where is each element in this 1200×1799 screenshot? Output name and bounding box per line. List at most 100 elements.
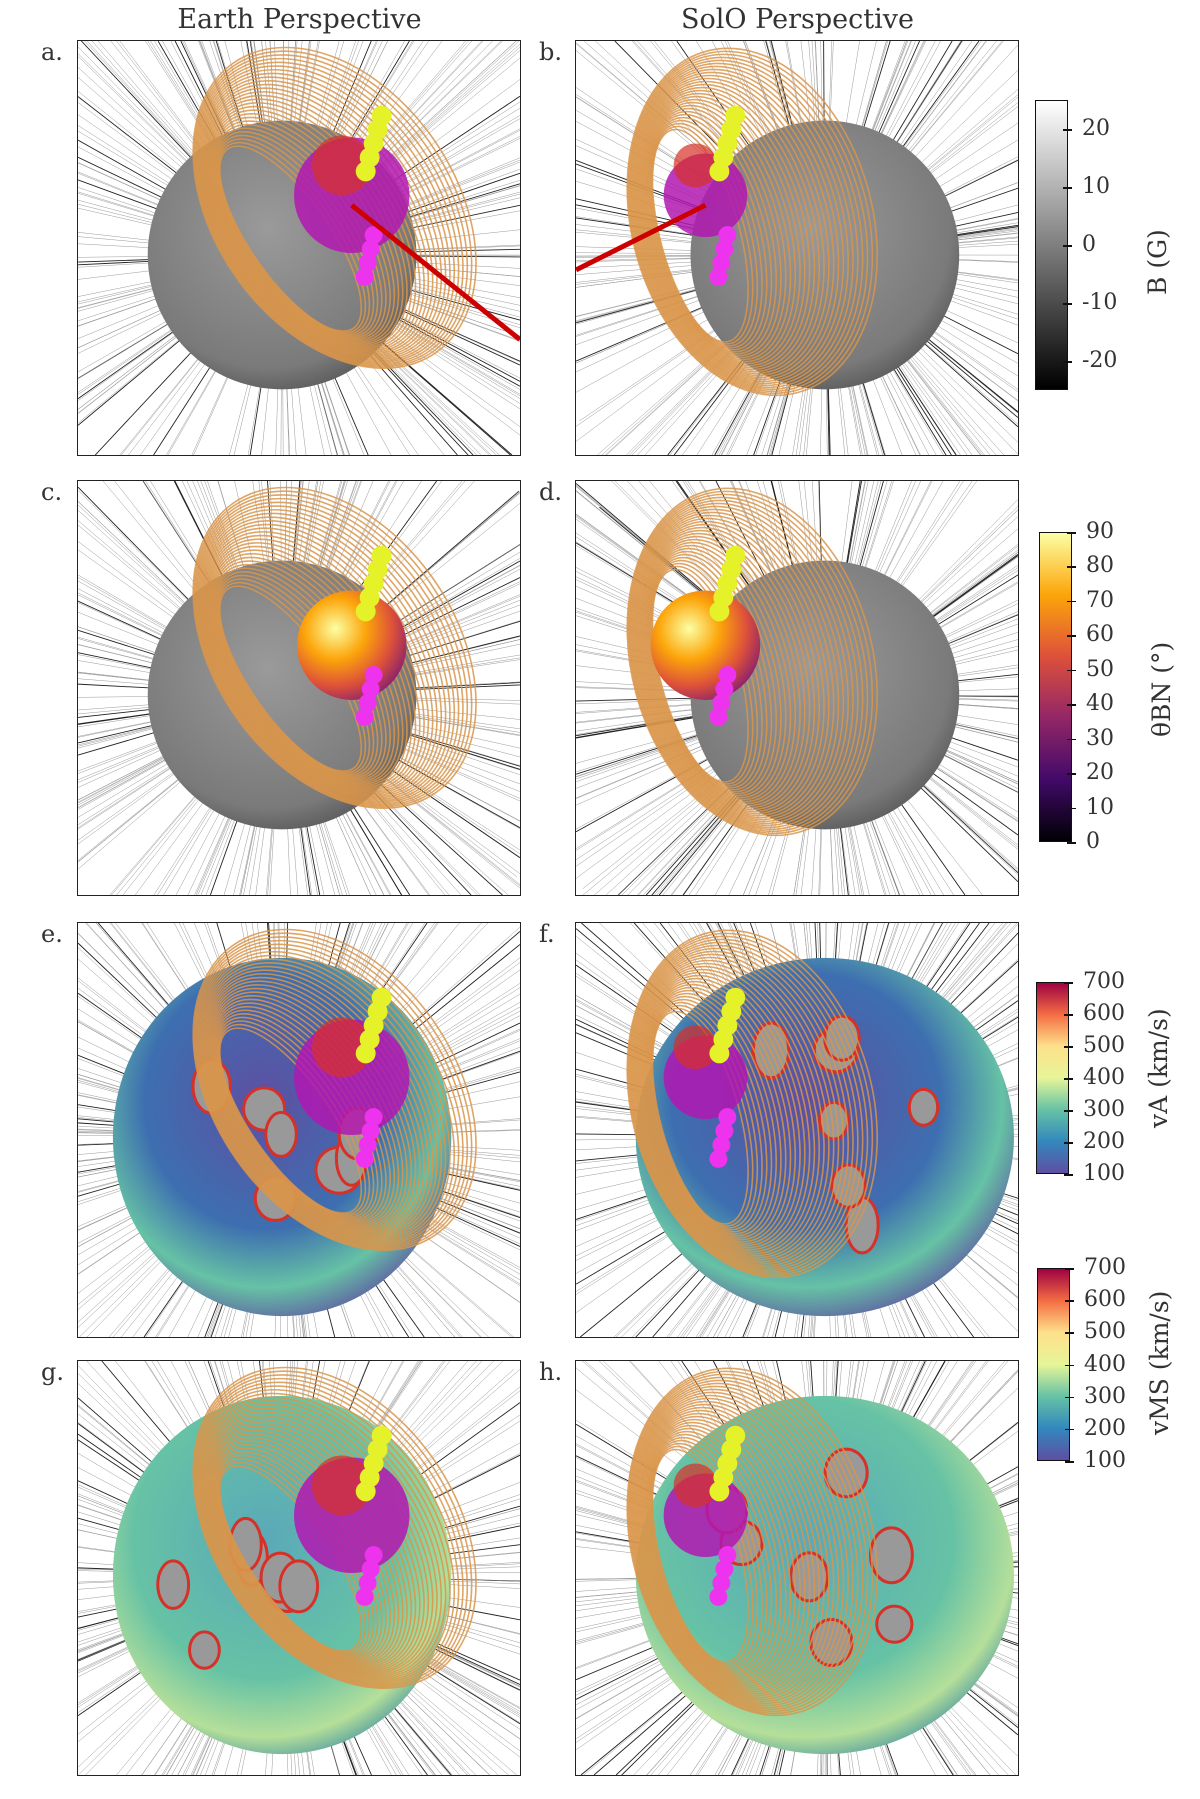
masked-region <box>907 1087 940 1127</box>
colorbar-tick-mark <box>1065 1300 1074 1302</box>
particle-marker <box>355 1043 376 1064</box>
colorbar-tick-mark <box>1064 982 1073 984</box>
particle-marker <box>715 1560 734 1578</box>
coronal-loops <box>626 1367 878 1717</box>
colorbar-tick-label: 400 <box>1083 1065 1125 1090</box>
colorbar-tick-mark <box>1067 807 1076 810</box>
colorbar-tick-label: 100 <box>1083 1161 1125 1186</box>
panel-b <box>575 40 1019 456</box>
colorbar-tick-mark <box>1065 1268 1074 1270</box>
colorbar-tick-mark <box>1063 129 1072 131</box>
colorbar-tick-mark <box>1064 1110 1073 1112</box>
panel-visualization <box>576 41 1018 455</box>
shock-front <box>297 590 407 700</box>
particle-marker <box>355 601 376 622</box>
colorbar-tick-label: -20 <box>1082 348 1118 373</box>
particle-marker <box>709 707 728 726</box>
colorbar-tick-mark <box>1067 773 1076 775</box>
particle-marker <box>361 1560 380 1578</box>
particle-marker <box>709 601 730 622</box>
colorbar-tick-mark <box>1067 532 1076 534</box>
particle-marker <box>364 666 383 685</box>
colorbar-tick-mark <box>1067 738 1076 741</box>
panel-label: b. <box>539 38 562 66</box>
colorbar-tick-label: 40 <box>1086 691 1114 717</box>
colorbar-tick-label: 10 <box>1082 174 1110 199</box>
colorbar-tick-label: 50 <box>1086 656 1114 682</box>
colorbar-tick-label: 600 <box>1083 1001 1125 1026</box>
colorbar-tick-label: 700 <box>1084 1255 1126 1280</box>
panel-visualization <box>576 481 1018 895</box>
flux-rope-core <box>673 1025 718 1070</box>
particle-marker <box>358 693 377 712</box>
particle-marker <box>718 666 737 685</box>
colorbar-label: B (G) <box>1143 229 1172 295</box>
column-title-solo: SolO Perspective <box>681 4 914 35</box>
particle-marker <box>718 226 737 245</box>
colorbar-tick-label: 20 <box>1082 116 1110 141</box>
colorbar-3 <box>1037 1268 1070 1461</box>
masked-region <box>264 1110 298 1158</box>
colorbar-tick-label: 80 <box>1086 553 1114 579</box>
colorbar-tick-label: 60 <box>1086 622 1114 648</box>
colorbar-tick-label: 700 <box>1083 969 1125 994</box>
colorbar-tick-label: 30 <box>1086 725 1114 751</box>
colorbar-tick-mark <box>1063 361 1072 363</box>
colorbar-tick-label: 400 <box>1084 1351 1126 1377</box>
colorbar-tick-mark <box>1067 704 1076 706</box>
flux-rope-core <box>311 135 372 196</box>
colorbar-tick-mark <box>1065 1364 1074 1366</box>
colorbar-2 <box>1036 982 1069 1174</box>
colorbar-tick-mark <box>1067 635 1076 637</box>
particle-marker <box>364 1108 383 1127</box>
coronal-loops <box>626 487 878 837</box>
particle-marker <box>361 680 380 698</box>
particle-marker <box>358 1573 377 1592</box>
masked-region <box>188 1630 221 1670</box>
flux-rope-core <box>311 1017 372 1078</box>
flux-rope-core <box>673 1463 718 1508</box>
particle-marker <box>712 1135 731 1154</box>
particle-marker <box>709 1481 730 1502</box>
particle-marker <box>355 1149 374 1168</box>
colorbar-tick-label: 0 <box>1086 829 1100 854</box>
particle-marker <box>361 1122 380 1140</box>
colorbar-tick-mark <box>1065 1332 1074 1334</box>
colorbar-tick-mark <box>1063 303 1072 305</box>
coronal-loops <box>626 929 878 1279</box>
panel-visualization <box>78 481 520 895</box>
panel-visualization <box>78 923 520 1337</box>
colorbar-tick-mark <box>1064 1014 1073 1016</box>
colorbar-tick-label: 300 <box>1084 1383 1126 1409</box>
particle-marker <box>709 1149 728 1168</box>
colorbar-tick-label: 0 <box>1082 232 1096 257</box>
particle-marker <box>364 226 383 245</box>
panel-h <box>575 1360 1019 1776</box>
particle-marker <box>712 253 731 272</box>
panel-label: d. <box>539 478 562 506</box>
particle-marker <box>709 267 728 286</box>
particle-marker <box>718 1546 737 1565</box>
particle-marker <box>709 1587 728 1606</box>
panel-visualization <box>78 41 520 455</box>
colorbar-tick-label: 200 <box>1084 1415 1126 1441</box>
coronal-loops <box>192 928 477 1251</box>
colorbar-tick-mark <box>1067 669 1076 672</box>
colorbar-tick-label: -10 <box>1082 290 1118 315</box>
panel-visualization <box>78 1361 520 1775</box>
coronal-loops <box>626 47 878 397</box>
particle-marker <box>355 161 376 182</box>
particle-marker <box>358 1135 377 1154</box>
panel-label: e. <box>41 920 63 948</box>
panel-label: h. <box>539 1358 563 1386</box>
colorbar-1 <box>1039 532 1072 842</box>
colorbar-tick-label: 200 <box>1083 1129 1125 1154</box>
colorbar-tick-mark <box>1063 245 1072 247</box>
particle-marker <box>712 1573 731 1592</box>
panel-f <box>575 922 1019 1338</box>
panel-c <box>77 480 521 896</box>
particle-marker <box>361 240 380 258</box>
spacecraft-trajectory <box>350 203 520 342</box>
colorbar-tick-mark <box>1063 187 1072 189</box>
